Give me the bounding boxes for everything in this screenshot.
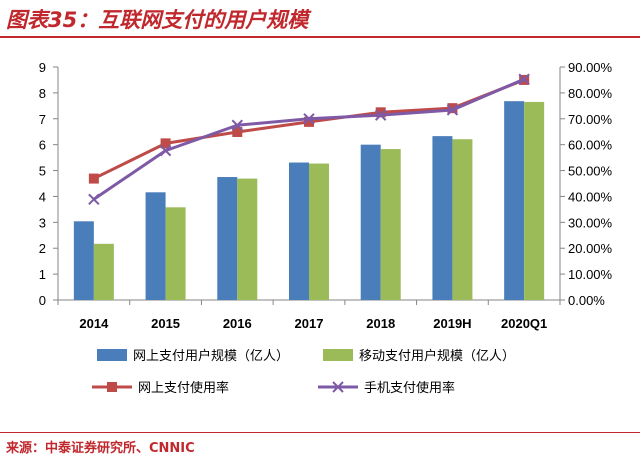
point-online-payment-rate [304,116,314,127]
left-tick-label: 2 [39,241,46,256]
legend-swatch-bar-mobile [323,349,353,361]
point-online-payment-rate [447,103,458,114]
bar-mobile-payment-users [165,207,186,300]
title-divider [0,36,640,38]
left-tick-label: 6 [39,138,46,153]
point-mobile-payment-rate [231,119,243,131]
x-tick-label: 2015 [151,316,180,331]
right-tick-label: 80.00% [568,86,613,101]
point-online-payment-rate [88,173,99,184]
bar-online-payment-users [432,136,453,300]
right-tick-label: 90.00% [568,60,613,75]
point-mobile-payment-rate [518,73,530,85]
point-mobile-payment-rate [446,104,459,116]
left-tick-label: 9 [39,60,46,75]
bar-mobile-payment-users [452,139,473,300]
x-tick-label: 2016 [223,316,252,331]
chart-title: 图表35：互联网支付的用户规模 [6,8,309,32]
point-online-payment-rate [160,138,171,149]
x-tick-label: 2019H [433,316,471,331]
right-tick-label: 30.00% [568,215,613,230]
bar-online-payment-users [217,177,238,300]
x-tick-label: 2017 [295,316,324,331]
right-tick-label: 0.00% [568,293,605,308]
point-mobile-payment-rate [375,109,387,121]
chart-area: 01234567890.00%10.00%20.00%30.00%40.00%5… [39,60,613,396]
right-tick-label: 20.00% [568,241,613,256]
right-tick-label: 50.00% [568,164,613,179]
bar-mobile-payment-users [380,149,401,300]
bar-mobile-payment-users [237,178,258,300]
legend-label-bar-mobile: 移动支付用户规模（亿人） [359,348,515,364]
bar-online-payment-users [360,144,381,300]
point-mobile-payment-rate [303,113,315,125]
x-tick-label: 2020Q1 [501,316,547,331]
left-tick-label: 7 [39,112,46,127]
bar-online-payment-users [289,162,309,300]
right-tick-label: 40.00% [568,189,613,204]
legend-label-mobile-rate: 手机支付使用率 [364,380,455,396]
bar-mobile-payment-users [524,101,545,300]
right-tick-label: 10.00% [568,267,613,282]
left-tick-label: 4 [39,189,46,204]
source-divider [0,432,640,433]
right-tick-label: 70.00% [568,112,613,127]
bar-mobile-payment-users [93,243,114,300]
x-tick-label: 2014 [79,316,109,331]
legend-label-online-rate: 网上支付使用率 [138,380,229,396]
point-mobile-payment-rate [159,144,172,157]
left-tick-label: 3 [39,215,46,230]
left-tick-label: 0 [39,293,46,308]
left-tick-label: 5 [39,164,46,179]
point-mobile-payment-rate [88,193,100,205]
legend-marker-mobile-rate [332,381,344,393]
point-online-payment-rate [232,126,243,137]
legend-swatch-bar-online [97,349,127,361]
bar-online-payment-users [504,101,525,300]
left-tick-label: 1 [39,267,46,282]
legend-marker-online-rate [107,382,117,392]
right-tick-label: 60.00% [568,138,613,153]
point-online-payment-rate [375,107,386,118]
bar-mobile-payment-users [309,163,329,300]
x-tick-label: 2018 [366,316,395,331]
legend-label-bar-online: 网上支付用户规模（亿人） [133,348,289,364]
bar-online-payment-users [73,221,94,300]
source-note: 来源：中泰证券研究所、CNNIC [6,441,195,456]
bar-online-payment-users [145,192,166,300]
left-tick-label: 8 [39,86,46,101]
